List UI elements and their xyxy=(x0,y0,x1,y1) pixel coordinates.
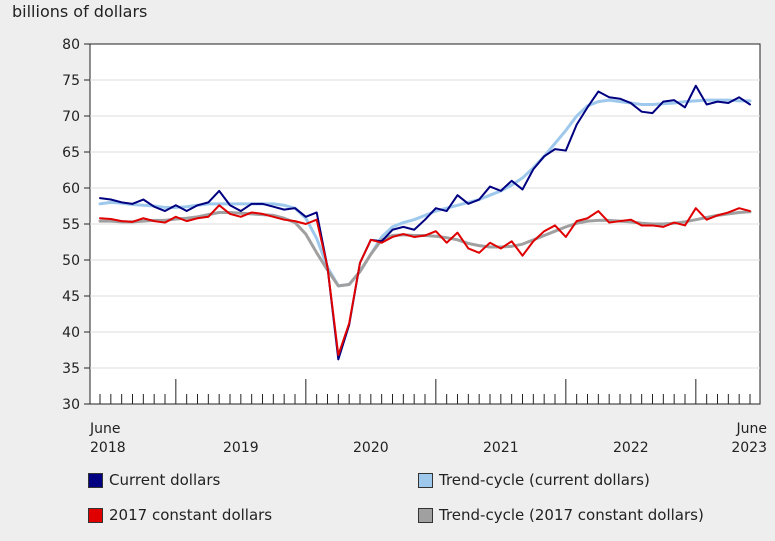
legend-item-current-dollars: Current dollars xyxy=(88,471,220,489)
legend-swatch xyxy=(418,472,433,488)
x-axis-year-labels: 2019 2020 2021 2022 xyxy=(223,440,649,456)
x-year-label: 2019 xyxy=(223,440,259,456)
y-axis-title: billions of dollars xyxy=(12,2,147,21)
gridlines xyxy=(90,79,760,369)
series-line-2017-constant-dollars xyxy=(99,204,751,357)
legend-label: Trend-cycle (current dollars) xyxy=(439,471,650,489)
legend-label: Current dollars xyxy=(109,471,221,489)
y-tick-label: 60 xyxy=(62,181,80,197)
legend-swatch xyxy=(418,507,433,523)
legend-swatch xyxy=(88,472,103,488)
y-tick-label: 75 xyxy=(62,73,80,89)
x-start-month-label: June xyxy=(89,421,121,437)
x-year-label: 2022 xyxy=(613,440,649,456)
x-year-label: 2021 xyxy=(483,440,519,456)
y-tick-label: 50 xyxy=(62,253,80,269)
y-tick-label: 45 xyxy=(62,289,80,305)
y-tick-label: 30 xyxy=(62,397,80,413)
y-tick-label: 70 xyxy=(62,109,80,125)
x-start-year-label: 2018 xyxy=(90,440,126,456)
y-tick-label: 55 xyxy=(62,217,80,233)
y-tick-label: 65 xyxy=(62,145,80,161)
x-end-month-label: June xyxy=(736,421,768,437)
x-year-label: 2020 xyxy=(353,440,389,456)
legend-label: 2017 constant dollars xyxy=(109,506,273,524)
series-line-current-dollars xyxy=(99,84,751,361)
y-tick-label: 40 xyxy=(62,325,80,341)
series-line-trend-cycle-current-dollars xyxy=(98,98,752,288)
y-tick-label: 80 xyxy=(62,37,80,53)
legend-item-trend-current: Trend-cycle (current dollars) xyxy=(418,471,650,489)
legend-item-constant-dollars: 2017 constant dollars xyxy=(88,506,272,524)
y-axis-ticks: 30 35 40 45 50 55 60 65 70 75 80 xyxy=(62,37,90,413)
x-end-year-label: 2023 xyxy=(731,440,767,456)
legend-label: Trend-cycle (2017 constant dollars) xyxy=(439,506,704,524)
x-axis-ticks xyxy=(99,379,751,404)
series-lines xyxy=(98,84,752,361)
legend-swatch xyxy=(88,507,103,523)
y-tick-label: 35 xyxy=(62,361,80,377)
legend-item-trend-constant: Trend-cycle (2017 constant dollars) xyxy=(418,506,704,524)
